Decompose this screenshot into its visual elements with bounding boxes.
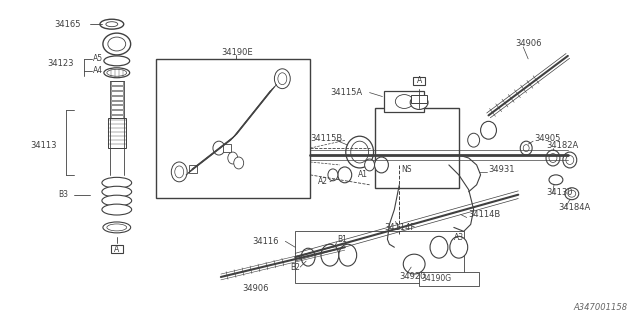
Ellipse shape <box>108 37 125 51</box>
Bar <box>111 81 123 85</box>
Text: 34190G: 34190G <box>421 275 451 284</box>
Text: 34115A: 34115A <box>330 88 362 97</box>
Ellipse shape <box>549 175 563 185</box>
Ellipse shape <box>568 190 576 197</box>
Text: 34130: 34130 <box>546 188 573 197</box>
Ellipse shape <box>374 157 388 173</box>
Text: 34182A: 34182A <box>546 140 579 150</box>
Ellipse shape <box>278 73 287 85</box>
Ellipse shape <box>346 136 374 168</box>
Ellipse shape <box>102 177 132 188</box>
Text: A3: A3 <box>454 233 464 242</box>
Text: 34931: 34931 <box>488 165 515 174</box>
Ellipse shape <box>481 121 497 139</box>
Text: A4: A4 <box>93 66 103 75</box>
Bar <box>111 116 123 119</box>
Ellipse shape <box>396 95 413 108</box>
Ellipse shape <box>107 224 127 231</box>
Ellipse shape <box>107 69 127 76</box>
Bar <box>419 272 479 286</box>
Text: A5: A5 <box>93 54 103 63</box>
Ellipse shape <box>301 248 315 266</box>
Text: 34165: 34165 <box>54 20 81 29</box>
Text: NS: NS <box>401 165 412 174</box>
Bar <box>156 59 310 198</box>
Ellipse shape <box>365 159 374 171</box>
Bar <box>223 144 231 152</box>
Text: A: A <box>114 245 120 254</box>
Bar <box>295 231 464 283</box>
Ellipse shape <box>403 254 425 274</box>
Ellipse shape <box>468 133 479 147</box>
Text: 34906: 34906 <box>243 284 269 293</box>
Ellipse shape <box>175 166 184 178</box>
Bar <box>111 245 123 253</box>
Ellipse shape <box>103 222 131 233</box>
Text: 34116: 34116 <box>253 237 279 246</box>
Bar <box>111 106 123 109</box>
Ellipse shape <box>328 169 338 181</box>
Ellipse shape <box>228 152 237 164</box>
Text: A1: A1 <box>358 170 367 180</box>
Ellipse shape <box>450 236 468 258</box>
Text: B1: B1 <box>337 235 347 244</box>
Bar <box>385 91 424 112</box>
Text: A: A <box>417 76 422 85</box>
Ellipse shape <box>566 156 574 164</box>
Ellipse shape <box>102 186 132 197</box>
Bar <box>111 110 123 114</box>
Ellipse shape <box>100 19 124 29</box>
Ellipse shape <box>213 141 225 155</box>
Ellipse shape <box>520 141 532 155</box>
Text: 34113: 34113 <box>31 140 57 150</box>
Ellipse shape <box>104 56 130 66</box>
Bar <box>111 86 123 90</box>
Ellipse shape <box>524 145 529 152</box>
Text: 34906: 34906 <box>515 38 541 48</box>
Text: 34114F: 34114F <box>385 223 416 232</box>
Bar <box>111 91 123 95</box>
Bar <box>108 118 125 148</box>
Text: 34123: 34123 <box>47 59 74 68</box>
Text: B3: B3 <box>58 190 68 199</box>
Ellipse shape <box>102 195 132 206</box>
Ellipse shape <box>338 167 352 183</box>
Text: 34184A: 34184A <box>558 203 590 212</box>
Bar <box>413 76 425 85</box>
Bar <box>111 96 123 100</box>
Ellipse shape <box>102 204 132 215</box>
Ellipse shape <box>106 22 118 27</box>
Ellipse shape <box>549 154 557 163</box>
Ellipse shape <box>565 188 579 200</box>
Text: 34905: 34905 <box>534 134 561 143</box>
Ellipse shape <box>172 162 187 182</box>
Ellipse shape <box>546 150 560 166</box>
Bar <box>374 108 459 188</box>
Text: B2: B2 <box>291 263 300 272</box>
Text: 34114B: 34114B <box>468 210 501 219</box>
Ellipse shape <box>104 68 130 78</box>
Bar <box>412 95 427 102</box>
Ellipse shape <box>410 96 428 109</box>
Ellipse shape <box>351 141 369 163</box>
Bar <box>111 100 123 105</box>
Text: A347001158: A347001158 <box>573 303 627 312</box>
Ellipse shape <box>103 33 131 55</box>
Ellipse shape <box>275 69 291 89</box>
Bar <box>189 165 197 173</box>
Ellipse shape <box>321 244 339 266</box>
Text: 34920: 34920 <box>399 272 426 282</box>
Ellipse shape <box>563 152 577 168</box>
Text: 34115B: 34115B <box>310 134 342 143</box>
Text: A2: A2 <box>318 177 328 186</box>
Ellipse shape <box>430 236 448 258</box>
Ellipse shape <box>234 157 244 169</box>
Ellipse shape <box>339 244 356 266</box>
Text: 34190E: 34190E <box>221 48 253 57</box>
